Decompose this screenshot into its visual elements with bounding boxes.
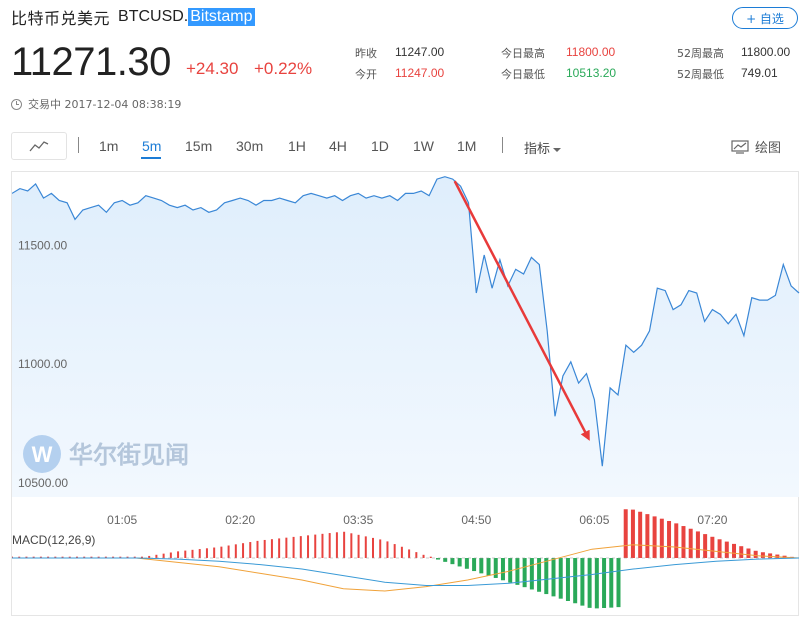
day-low-value: 10513.20 xyxy=(566,66,617,80)
interval-4h[interactable]: 4H xyxy=(329,138,347,154)
add-to-watchlist-button[interactable]: + 自选 xyxy=(732,7,798,29)
trading-status-text: 交易中 2017-12-04 08:38:19 xyxy=(28,98,182,111)
exchange-name: Bitstamp xyxy=(188,8,255,26)
week52-high-value: 11800.00 xyxy=(741,45,791,59)
toolbar-separator xyxy=(78,137,79,153)
watermark: W 华尔街见闻 xyxy=(23,435,189,473)
price-area-fill xyxy=(12,176,799,497)
y-tick-label: 11500.00 xyxy=(18,239,67,253)
y-tick-label: 10500.00 xyxy=(18,476,68,490)
day-low-label: 今日最低 xyxy=(501,68,545,81)
week52-low-label: 52周最低 xyxy=(677,68,724,81)
instrument-name: 比特币兑美元 xyxy=(11,9,111,28)
last-price: 11271.30 xyxy=(11,40,171,84)
watermark-logo-letter: W xyxy=(32,442,53,467)
y-tick-label: 11000.00 xyxy=(18,357,67,371)
week52-high-label: 52周最高 xyxy=(677,47,724,60)
active-interval-indicator xyxy=(141,157,161,159)
x-tick-label: 03:35 xyxy=(343,513,373,527)
line-chart-icon xyxy=(29,141,49,152)
price-line xyxy=(11,176,800,467)
interval-1w[interactable]: 1W xyxy=(413,138,434,154)
x-tick-label: 04:50 xyxy=(461,513,491,527)
draw-chart-icon xyxy=(731,139,749,154)
x-tick-label: 02:20 xyxy=(225,513,255,527)
instrument-symbol: BTCUSD. xyxy=(118,8,189,25)
chart-toolbar: 1m 5m 15m 30m 1H 4H 1D 1W 1M 指标 绘图 xyxy=(11,132,798,162)
interval-1d[interactable]: 1D xyxy=(371,138,389,154)
trading-status: 交易中 2017-12-04 08:38:19 xyxy=(11,96,181,112)
week52-low-value: 749.01 xyxy=(741,66,778,80)
open-value: 11247.00 xyxy=(395,66,445,80)
x-tick-label: 06:05 xyxy=(579,513,609,527)
prev-close-value: 11247.00 xyxy=(395,45,445,59)
price-change-percent: +0.22% xyxy=(254,59,313,78)
interval-30m[interactable]: 30m xyxy=(236,138,264,154)
interval-1m[interactable]: 1m xyxy=(99,138,119,154)
interval-5m[interactable]: 5m xyxy=(142,138,162,154)
macd-dif-line xyxy=(12,544,800,592)
toolbar-separator xyxy=(502,137,503,153)
x-tick-label: 01:05 xyxy=(107,513,137,527)
clock-icon xyxy=(11,98,22,110)
instrument-title: 比特币兑美元 BTCUSD. Bitstamp xyxy=(11,6,255,28)
macd-title: MACD(12,26,9) xyxy=(12,533,95,547)
interval-1h[interactable]: 1H xyxy=(288,138,306,154)
macd-dea-line xyxy=(12,557,800,586)
indicator-dropdown[interactable]: 指标 xyxy=(524,138,562,157)
draw-label: 绘图 xyxy=(755,141,782,156)
watermark-logo-icon xyxy=(23,435,61,473)
annotation-arrow xyxy=(453,180,590,441)
chart-type-button[interactable] xyxy=(11,132,67,160)
caret-down-icon xyxy=(553,147,562,152)
prev-close-label: 昨收 xyxy=(355,47,377,60)
day-high-value: 11800.00 xyxy=(566,45,616,59)
price-change: +24.30 xyxy=(186,59,239,78)
interval-15m[interactable]: 15m xyxy=(185,138,213,154)
open-label: 今开 xyxy=(355,68,377,81)
x-tick-label: 07:20 xyxy=(697,513,727,527)
price-chart: 11500.00 11000.00 10500.00 01:05 02:20 03:35… xyxy=(11,176,800,609)
watermark-text: 华尔街见闻 xyxy=(69,441,189,469)
chart-panel[interactable]: 11500.00 11000.00 10500.00 01:05 02:20 03:35… xyxy=(11,171,800,616)
draw-button[interactable]: 绘图 xyxy=(731,137,781,156)
interval-1mo[interactable]: 1M xyxy=(457,138,477,154)
day-high-label: 今日最高 xyxy=(501,47,545,60)
indicator-label: 指标 xyxy=(524,142,551,157)
